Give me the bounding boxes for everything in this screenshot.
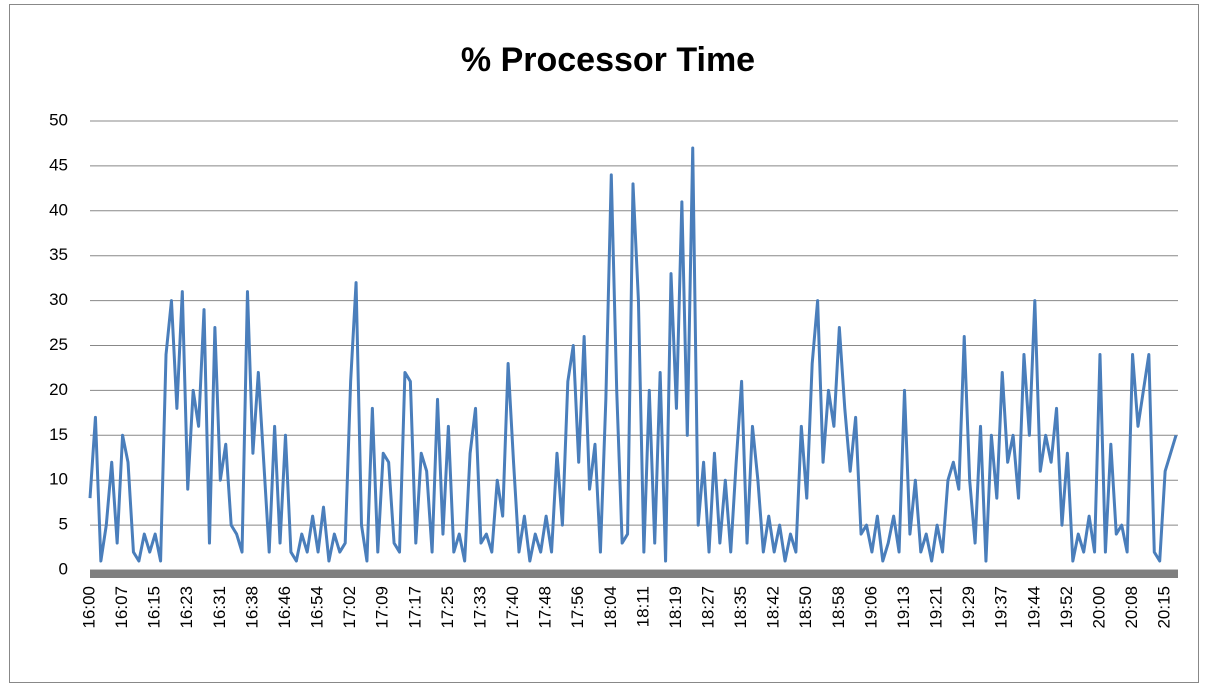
x-tick-label: 19:06	[861, 586, 880, 629]
x-tick-label: 20:00	[1089, 586, 1108, 629]
x-tick-label: 17:09	[373, 586, 392, 629]
y-tick-label: 15	[49, 425, 68, 444]
x-tick-label: 17:33	[470, 586, 489, 629]
x-tick-label: 16:38	[242, 586, 261, 629]
x-tick-label: 17:02	[340, 586, 359, 629]
x-tick-label: 16:46	[275, 586, 294, 629]
x-tick-label: 16:23	[177, 586, 196, 629]
x-tick-label: 18:19	[666, 586, 685, 629]
x-tick-label: 19:29	[959, 586, 978, 629]
chart-title: % Processor Time	[461, 41, 755, 79]
x-tick-label: 17:40	[503, 586, 522, 629]
x-tick-label: 16:00	[79, 586, 98, 629]
x-tick-label: 18:35	[731, 586, 750, 629]
x-tick-label: 18:58	[829, 586, 848, 629]
y-tick-label: 40	[49, 200, 68, 219]
y-tick-label: 45	[49, 155, 68, 174]
y-tick-label: 0	[59, 559, 68, 578]
y-tick-label: 25	[49, 335, 68, 354]
x-tick-label: 19:21	[927, 586, 946, 629]
x-tick-label: 17:25	[438, 586, 457, 629]
y-tick-label: 50	[49, 110, 68, 129]
chart-border	[9, 4, 1199, 683]
x-tick-label: 18:27	[699, 586, 718, 629]
x-tick-label: 18:42	[764, 586, 783, 629]
y-tick-label: 20	[49, 380, 68, 399]
x-tick-label: 16:07	[112, 586, 131, 629]
x-tick-label: 17:48	[536, 586, 555, 629]
x-tick-label: 19:52	[1057, 586, 1076, 629]
x-tick-label: 19:13	[894, 586, 913, 629]
line	[88, 146, 1178, 563]
y-tick-label: 35	[49, 245, 68, 264]
x-tick-label: 16:54	[308, 586, 327, 629]
x-tick-label: 17:17	[405, 586, 424, 629]
y-tick-label: 30	[49, 290, 68, 309]
x-tick-label: 19:44	[1024, 586, 1043, 629]
x-tick-label: 20:08	[1122, 586, 1141, 629]
x-tick-label: 19:37	[992, 586, 1011, 629]
x-tick-label: 20:15	[1155, 586, 1174, 629]
x-tick-label: 16:31	[210, 586, 229, 629]
y-tick-label: 5	[59, 515, 68, 534]
y-tick-label: 10	[49, 470, 68, 489]
x-tick-label: 18:04	[601, 586, 620, 629]
x-tick-label: 18:11	[633, 586, 652, 627]
x-tick-label: 17:56	[568, 586, 587, 629]
x-tick-label: 16:15	[145, 586, 164, 629]
x-tick-label: 18:50	[796, 586, 815, 629]
